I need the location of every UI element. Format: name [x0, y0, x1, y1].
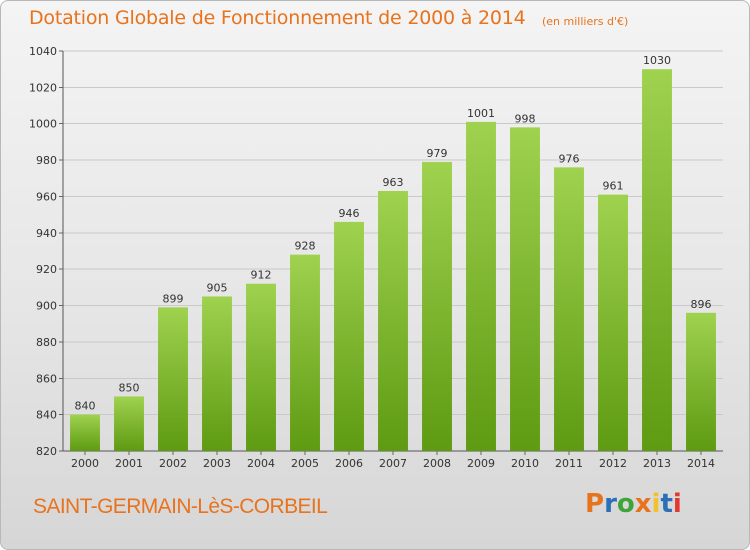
x-tick-label: 2003	[203, 457, 231, 470]
bar-2005	[290, 254, 320, 451]
bar-2001	[114, 396, 144, 451]
bar-2006	[334, 221, 364, 451]
data-label: 998	[515, 112, 536, 125]
data-label: 946	[339, 207, 360, 220]
bar-2000	[70, 414, 100, 451]
data-label: 1001	[467, 107, 495, 120]
x-tick-label: 2014	[687, 457, 715, 470]
bar-2004	[246, 283, 276, 451]
y-tick-label: 860	[36, 372, 57, 385]
bar-2012	[598, 194, 628, 452]
data-label: 850	[119, 381, 140, 394]
x-tick-label: 2013	[643, 457, 671, 470]
y-tick-label: 820	[36, 445, 57, 458]
bar-2014	[686, 312, 716, 451]
proxiti-logo: Proxiti	[585, 489, 682, 519]
data-label: 963	[383, 176, 404, 189]
bar-2008	[422, 161, 452, 451]
logo-letter: t	[660, 489, 673, 519]
data-label: 1030	[643, 54, 671, 67]
chart-title: Dotation Globale de Fonctionnement de 20…	[29, 7, 526, 29]
logo-letter: o	[616, 489, 635, 519]
y-tick-label: 880	[36, 336, 57, 349]
x-tick-label: 2008	[423, 457, 451, 470]
y-tick-label: 960	[36, 190, 57, 203]
bar-2003	[202, 296, 232, 451]
y-tick-labels: 820 840 860 880 900 920 940 960 980 1000 1020 1040	[29, 45, 57, 458]
data-label: 840	[75, 400, 96, 413]
y-tick-label: 940	[36, 227, 57, 240]
data-label: 905	[207, 281, 228, 294]
logo-letter: x	[634, 489, 652, 519]
bar-2002	[158, 307, 188, 451]
data-labels: 840 850 899 905 912 928 946 963 979 1001 998 976 961…	[75, 54, 712, 412]
data-label: 912	[251, 269, 272, 282]
y-tick-label: 840	[36, 409, 57, 422]
data-label: 976	[559, 152, 580, 165]
y-tick-label: 900	[36, 300, 57, 313]
commune-name: SAINT-GERMAIN-LèS-CORBEIL	[33, 495, 328, 518]
chart-subtitle: (en milliers d'€)	[542, 15, 629, 28]
x-tick-label: 2010	[511, 457, 539, 470]
x-tick-label: 2001	[115, 457, 143, 470]
x-tick-label: 2007	[379, 457, 407, 470]
x-tick-label: 2004	[247, 457, 275, 470]
bars	[70, 69, 716, 452]
y-tick-label: 1040	[29, 45, 57, 58]
x-tick-label: 2011	[555, 457, 583, 470]
bar-2010	[510, 127, 540, 451]
x-tick-label: 2009	[467, 457, 495, 470]
data-label: 899	[163, 292, 184, 305]
bar-2007	[378, 191, 408, 451]
x-tick-labels: 2000 2001 2002 2003 2004 2005 2006 2007 2008 2009…	[71, 457, 715, 470]
logo-letter: r	[604, 489, 617, 519]
logo-letter: i	[672, 489, 682, 519]
bar-2011	[554, 167, 584, 451]
x-tick-label: 2006	[335, 457, 363, 470]
y-tick-label: 1020	[29, 81, 57, 94]
data-label: 896	[691, 298, 712, 311]
x-tick-label: 2000	[71, 457, 99, 470]
logo-letter: i	[651, 489, 661, 519]
x-tick-label: 2002	[159, 457, 187, 470]
y-tick-label: 980	[36, 154, 57, 167]
bar-2009	[466, 121, 496, 451]
bar-2013	[642, 69, 672, 451]
x-tick-label: 2012	[599, 457, 627, 470]
logo-letter: P	[585, 489, 605, 519]
data-label: 979	[427, 147, 448, 160]
y-tick-label: 920	[36, 263, 57, 276]
y-tick-label: 1000	[29, 118, 57, 131]
data-label: 928	[295, 240, 316, 253]
x-tick-label: 2005	[291, 457, 319, 470]
data-label: 961	[603, 180, 624, 193]
